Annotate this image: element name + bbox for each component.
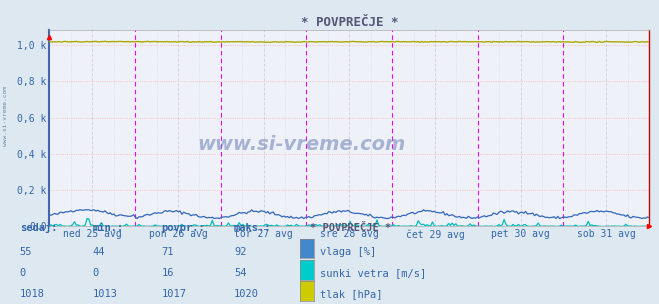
Text: 54: 54	[234, 268, 246, 278]
Text: www.si-vreme.com: www.si-vreme.com	[3, 85, 8, 146]
Text: 0: 0	[92, 268, 98, 278]
Text: 16: 16	[161, 268, 174, 278]
Text: www.si-vreme.com: www.si-vreme.com	[197, 135, 405, 154]
Text: 1020: 1020	[234, 289, 259, 299]
Text: 71: 71	[161, 247, 174, 257]
Text: sunki vetra [m/s]: sunki vetra [m/s]	[320, 268, 426, 278]
Text: 55: 55	[20, 247, 32, 257]
Text: min.:: min.:	[92, 223, 123, 233]
Text: sedaj:: sedaj:	[20, 222, 57, 233]
Title: * POVPREČJE *: * POVPREČJE *	[301, 16, 398, 29]
Text: vlaga [%]: vlaga [%]	[320, 247, 376, 257]
Text: 92: 92	[234, 247, 246, 257]
Text: 1018: 1018	[20, 289, 45, 299]
Text: 1017: 1017	[161, 289, 186, 299]
Text: 1013: 1013	[92, 289, 117, 299]
Text: 0: 0	[20, 268, 26, 278]
Text: 44: 44	[92, 247, 105, 257]
Text: * POVPREČJE *: * POVPREČJE *	[310, 223, 391, 233]
Text: povpr.:: povpr.:	[161, 223, 205, 233]
Text: tlak [hPa]: tlak [hPa]	[320, 289, 382, 299]
Text: maks.:: maks.:	[234, 223, 272, 233]
